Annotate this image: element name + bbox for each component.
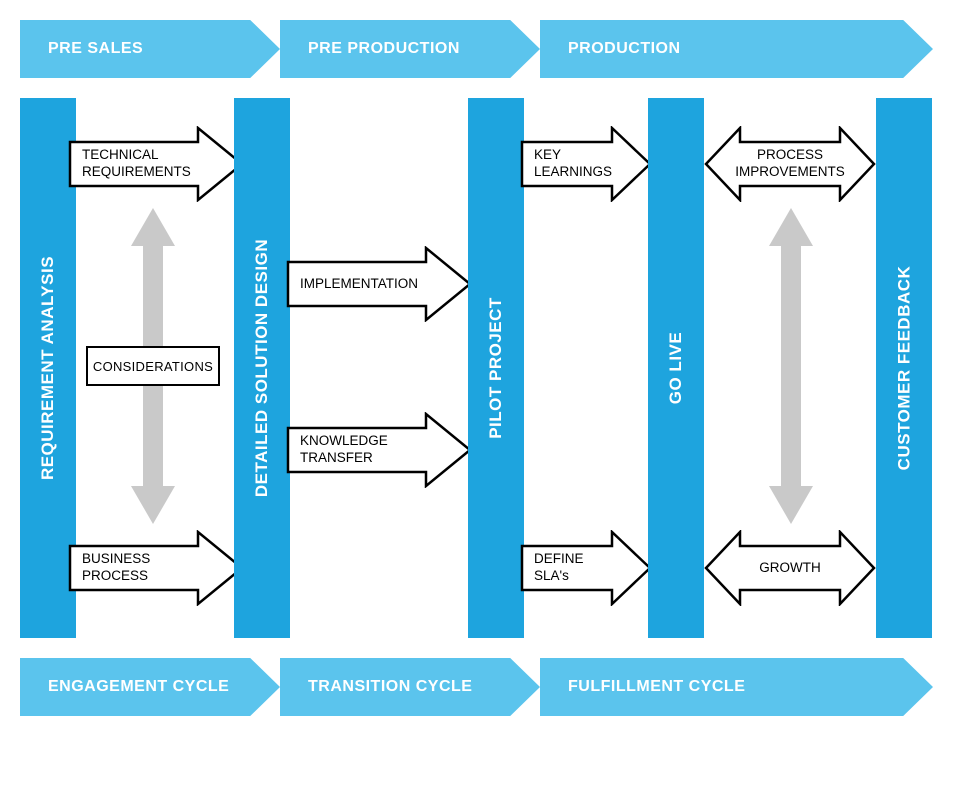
bottom-phase-1: ENGAGEMENT CYCLE — [20, 658, 280, 716]
top-phase-2: PRE PRODUCTION — [280, 20, 540, 78]
gap1-bottom-arrow: BUSINESSPROCESS — [68, 530, 244, 606]
gap1-top-arrow: TECHNICALREQUIREMENTS — [68, 126, 244, 202]
gap2-top-arrow: IMPLEMENTATION — [286, 246, 472, 322]
gap4-bottom-label: GROWTH — [704, 560, 876, 577]
vbar-4-label: GO LIVE — [666, 332, 686, 404]
gap-3: KEYLEARNINGS DEFINESLA's — [524, 98, 648, 638]
gap3-top-label: KEYLEARNINGS — [520, 147, 642, 181]
top-phase-2-label: PRE PRODUCTION — [280, 40, 460, 58]
top-phase-row: PRE SALES PRE PRODUCTION PRODUCTION — [20, 20, 933, 78]
double-arrow-vertical-icon — [769, 208, 813, 524]
bottom-phase-2: TRANSITION CYCLE — [280, 658, 540, 716]
bottom-phase-3: FULFILLMENT CYCLE — [540, 658, 933, 716]
gap4-top-label: PROCESSIMPROVEMENTS — [704, 147, 876, 181]
vbar-pilot-project: PILOT PROJECT — [468, 98, 524, 638]
bottom-phase-3-label: FULFILLMENT CYCLE — [540, 678, 745, 696]
gap1-top-label: TECHNICALREQUIREMENTS — [68, 147, 221, 181]
gap1-bottom-label: BUSINESSPROCESS — [68, 551, 180, 585]
gap3-top-arrow: KEYLEARNINGS — [520, 126, 652, 202]
gap3-bottom-label: DEFINESLA's — [520, 551, 614, 585]
diagram-root: PRE SALES PRE PRODUCTION PRODUCTION REQU… — [20, 20, 933, 716]
gap-4: PROCESSIMPROVEMENTS GROWTH — [704, 98, 876, 638]
considerations-label: CONSIDERATIONS — [93, 359, 213, 374]
gap-1: TECHNICALREQUIREMENTS BUSINESSPROCESS CO… — [76, 98, 234, 638]
top-phase-1: PRE SALES — [20, 20, 280, 78]
vertical-double-arrow-2 — [769, 208, 813, 524]
top-phase-3: PRODUCTION — [540, 20, 933, 78]
bottom-phase-2-label: TRANSITION CYCLE — [280, 678, 472, 696]
gap2-bottom-arrow: KNOWLEDGETRANSFER — [286, 412, 472, 488]
top-phase-1-label: PRE SALES — [20, 40, 143, 58]
vbar-5-label: CUSTOMER FEEDBACK — [894, 266, 914, 471]
gap2-bottom-label: KNOWLEDGETRANSFER — [286, 433, 418, 467]
vbar-3-label: PILOT PROJECT — [486, 297, 506, 439]
gap2-top-label: IMPLEMENTATION — [286, 276, 448, 293]
gap4-bottom-arrow: GROWTH — [704, 530, 876, 606]
gap4-top-arrow: PROCESSIMPROVEMENTS — [704, 126, 876, 202]
top-phase-3-label: PRODUCTION — [540, 40, 681, 58]
vbar-customer-feedback: CUSTOMER FEEDBACK — [876, 98, 932, 638]
bottom-phase-1-label: ENGAGEMENT CYCLE — [20, 678, 229, 696]
bottom-phase-row: ENGAGEMENT CYCLE TRANSITION CYCLE FULFIL… — [20, 658, 933, 716]
middle-region: REQUIREMENT ANALYSIS TECHNICALREQUIREMEN… — [20, 98, 933, 638]
gap3-bottom-arrow: DEFINESLA's — [520, 530, 652, 606]
considerations-box: CONSIDERATIONS — [86, 346, 220, 386]
vbar-go-live: GO LIVE — [648, 98, 704, 638]
vbar-detailed-solution-design: DETAILED SOLUTION DESIGN — [234, 98, 290, 638]
vbar-1-label: REQUIREMENT ANALYSIS — [38, 256, 58, 480]
gap-2: IMPLEMENTATION KNOWLEDGETRANSFER — [290, 98, 468, 638]
vbar-2-label: DETAILED SOLUTION DESIGN — [252, 239, 272, 497]
